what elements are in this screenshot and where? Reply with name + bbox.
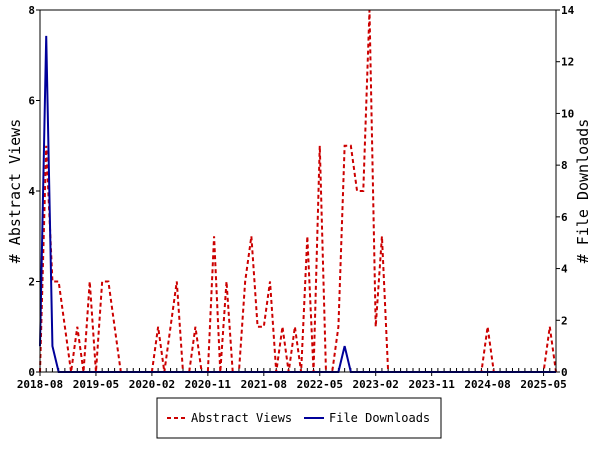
y-right-tick-label: 12 [561,56,574,69]
y-right-tick-label: 0 [561,366,568,379]
legend-box [156,397,442,439]
x-tick-label: 2019-05 [73,378,119,391]
legend-label-abstract-views: Abstract Views [191,411,292,425]
x-tick-label: 2020-11 [185,378,232,391]
plot-area [40,10,556,372]
x-tick-label: 2025-05 [520,378,566,391]
y-right-tick-label: 10 [561,107,574,120]
y-left-tick-label: 6 [28,95,35,108]
y-left-tick-label: 2 [28,276,35,289]
y-left-tick-label: 8 [28,4,35,17]
x-tick-label: 2022-05 [297,378,343,391]
y-left-tick-label: 0 [28,366,35,379]
y-left-axis-title: # Abstract Views [6,119,24,264]
x-tick-label: 2023-11 [408,378,455,391]
x-tick-label: 2018-08 [17,378,63,391]
y-right-tick-label: 2 [561,314,568,327]
legend-label-file-downloads: File Downloads [329,411,430,425]
y-left-axis-ticks: 0 2 4 6 8 [28,4,40,379]
plot-frame [39,9,557,373]
y-right-axis-ticks: 0 2 4 6 8 10 12 14 [556,4,575,379]
x-tick-label: 2023-02 [353,378,399,391]
y-right-tick-label: 8 [561,159,568,172]
y-right-tick-label: 14 [561,4,575,17]
x-tick-label: 2024-08 [464,378,510,391]
x-axis-ticks: 2018-08 2019-05 2020-02 2020-11 2021-08 2022-… [17,368,567,391]
y-right-tick-label: 4 [561,263,568,276]
y-left-tick-label: 4 [28,185,35,198]
legend: Abstract Views File Downloads [156,397,442,439]
y-right-tick-label: 6 [561,211,568,224]
x-tick-label: 2021-08 [241,378,287,391]
y-right-axis-title: # File Downloads [574,119,592,264]
x-tick-label: 2020-02 [129,378,175,391]
